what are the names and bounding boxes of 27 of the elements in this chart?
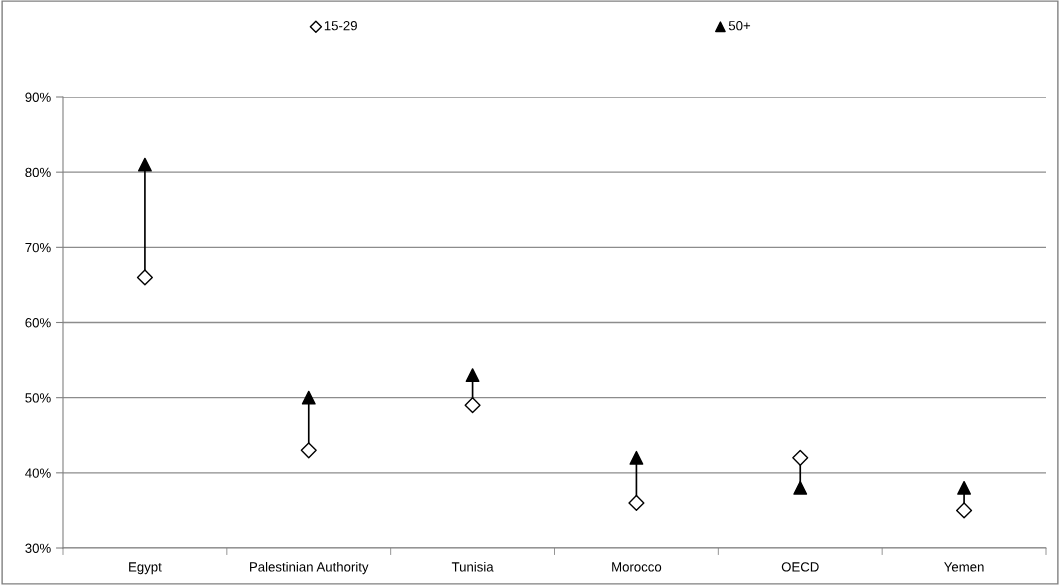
y-tick-label: 70% (25, 242, 51, 253)
y-tick-label: 30% (25, 543, 51, 553)
y-tick-label: 40% (25, 468, 51, 478)
point (628, 494, 645, 511)
x-tick-label: Tunisia (451, 561, 494, 572)
point (136, 269, 153, 286)
y-tick-label: 90% (25, 92, 51, 102)
y-tick-label: 80% (25, 167, 51, 178)
point (957, 480, 972, 495)
point (792, 449, 809, 466)
point (137, 157, 152, 172)
point (956, 502, 973, 519)
y-tick-label: 50% (25, 393, 51, 403)
legend-label: 15-29 (324, 21, 357, 31)
legend-label: 50+ (728, 21, 751, 31)
point (464, 397, 481, 414)
point (300, 442, 317, 459)
x-tick-label: Egypt (129, 562, 162, 575)
x-tick-label: Yemen (944, 562, 984, 572)
x-tick-label: OECD (781, 562, 819, 572)
point (301, 390, 316, 405)
x-tick-label: Palestinian Authority (250, 561, 369, 575)
y-tick-label: 60% (25, 318, 51, 328)
x-tick-label: Morocco (612, 562, 662, 572)
point (465, 368, 480, 383)
point (629, 450, 644, 465)
point (793, 480, 808, 495)
